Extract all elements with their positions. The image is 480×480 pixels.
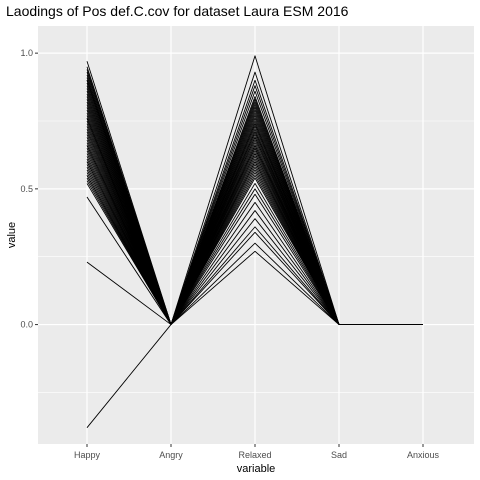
x-tick-label: Angry <box>159 450 183 460</box>
x-tick-label: Anxious <box>407 450 440 460</box>
chart-title: Laodings of Pos def.C.cov for dataset La… <box>6 3 349 19</box>
x-axis: Happy Angry Relaxed Sad Anxious <box>74 444 440 460</box>
y-axis: 0.0 0.5 1.0 <box>20 48 38 330</box>
plot-panel <box>38 26 474 444</box>
x-tick-label: Sad <box>331 450 347 460</box>
x-tick-label: Happy <box>74 450 101 460</box>
y-tick-label: 0.5 <box>20 184 33 194</box>
x-tick-label: Relaxed <box>238 450 271 460</box>
series-line <box>86 177 423 428</box>
y-tick-label: 1.0 <box>20 48 33 58</box>
x-axis-title: variable <box>237 463 276 475</box>
y-tick-label: 0.0 <box>20 320 33 330</box>
y-axis-title: value <box>6 222 18 248</box>
series-lines <box>86 55 423 428</box>
